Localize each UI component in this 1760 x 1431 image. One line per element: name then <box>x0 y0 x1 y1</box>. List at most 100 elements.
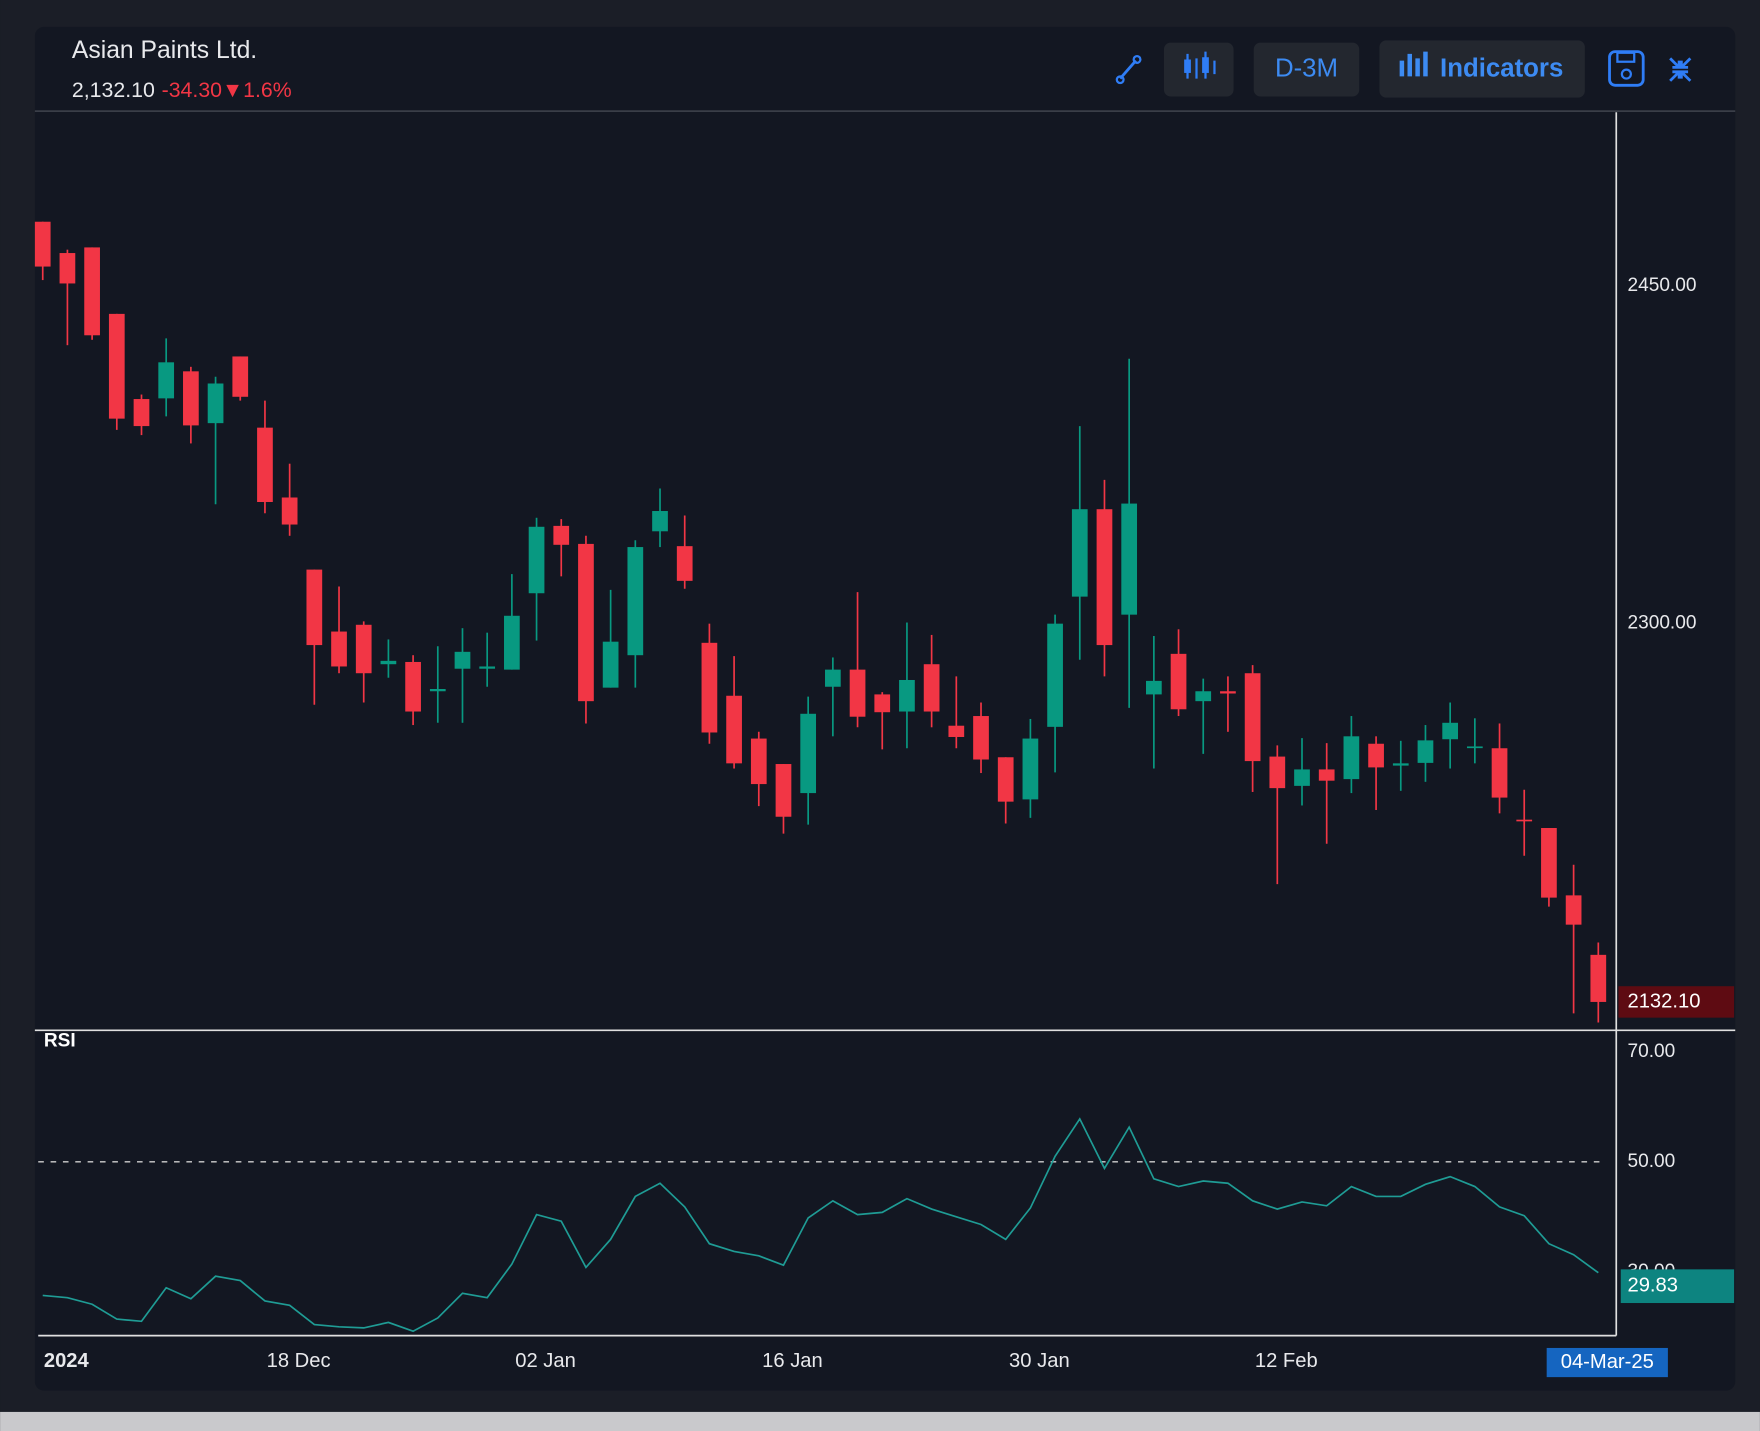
chart-title: Asian Paints Ltd. <box>72 37 257 64</box>
rsi-line <box>42 1117 1599 1333</box>
candle-body <box>627 547 644 656</box>
candle-body <box>355 624 372 674</box>
candle-body <box>405 661 421 712</box>
candle-body <box>997 757 1014 802</box>
candle-icon <box>1202 57 1209 73</box>
toolbar: D-3M Indicators <box>1115 40 1692 98</box>
candle-body <box>454 651 471 669</box>
plot <box>34 221 1607 1333</box>
last-price-box <box>1618 986 1735 1018</box>
candle-body <box>676 546 693 581</box>
price-line: 2,132.10 -34.30▼1.6% <box>72 78 292 102</box>
candle-body <box>1170 653 1187 710</box>
candle-body <box>281 497 298 525</box>
candle-body <box>1590 954 1607 1002</box>
candle-body <box>1047 623 1063 727</box>
candle-body <box>1269 756 1286 789</box>
y-tick-label: 50.00 <box>1627 1151 1675 1172</box>
candle-body <box>133 399 150 427</box>
save-button[interactable] <box>1608 50 1645 87</box>
candle-body <box>1096 509 1113 646</box>
candle-body <box>800 713 817 794</box>
x-tick-label: 04-Mar-25 <box>1561 1351 1654 1373</box>
collapse-button[interactable] <box>1669 57 1692 82</box>
candle-body <box>1466 746 1483 749</box>
candle-body <box>108 313 125 419</box>
bottom-strip <box>0 1411 1760 1431</box>
candle-body <box>1294 769 1310 786</box>
y-tick-label: 2300.00 <box>1627 613 1696 634</box>
candle-body <box>553 525 570 545</box>
candle-body <box>602 641 619 688</box>
candle-body <box>1368 743 1384 768</box>
x-tick-highlight <box>1546 1347 1668 1378</box>
candle-body <box>652 511 668 532</box>
candle-body <box>257 427 273 503</box>
candle-body <box>1145 680 1162 695</box>
x-tick-label: 02 Jan <box>515 1350 576 1372</box>
candle-body <box>701 642 718 733</box>
candle-body <box>528 526 545 594</box>
x-tick-label: 18 Dec <box>267 1350 331 1372</box>
candle-body <box>479 666 496 669</box>
save-icon <box>1620 68 1632 80</box>
candle-body <box>1516 819 1533 822</box>
candle-body <box>923 664 940 712</box>
x-tick-label: 2024 <box>44 1350 90 1372</box>
candle-body <box>899 679 915 712</box>
button-bg <box>1253 42 1360 97</box>
change-percent: ▼1.6% <box>222 78 292 102</box>
candle-body <box>1442 722 1459 740</box>
candle-body <box>1318 769 1335 781</box>
interval-button[interactable]: D-3M <box>1253 42 1360 97</box>
draw-icon-dot <box>1115 75 1125 85</box>
y-tick-label: 70.00 <box>1627 1041 1675 1062</box>
candle-body <box>1022 738 1039 800</box>
change: -34.30 <box>162 78 223 102</box>
candle-body <box>1491 748 1508 798</box>
candle-body <box>429 688 446 692</box>
indicators-icon <box>1399 51 1428 77</box>
candle-body <box>331 631 347 667</box>
candle-body <box>948 725 965 737</box>
x-tick-label: 30 Jan <box>1009 1350 1070 1372</box>
candle-body <box>1071 509 1088 597</box>
candle-body <box>1121 503 1138 615</box>
indicators-button[interactable]: Indicators <box>1379 40 1585 98</box>
candle-body <box>207 383 224 424</box>
candle-body <box>1195 691 1212 702</box>
candle-body <box>232 356 249 397</box>
candle-body <box>1565 895 1582 925</box>
candle-body <box>825 669 841 687</box>
button-bg <box>1379 40 1585 98</box>
candle-body <box>973 716 989 760</box>
candle-body <box>1244 673 1261 762</box>
x-tick-label: 16 Jan <box>762 1350 823 1372</box>
candle-body <box>504 615 520 670</box>
labels: 2450.00 2300.00 2024 18 Dec 02 Jan 16 Jan 30 J… <box>44 275 1735 1378</box>
draw-icon-dot <box>1132 54 1142 64</box>
candle-body <box>1417 740 1434 763</box>
last-value-label: 29.83 <box>1627 1275 1678 1297</box>
candle-body <box>874 694 891 713</box>
candle-body <box>158 362 175 399</box>
last-value-box <box>1620 1269 1735 1304</box>
draw-tool-button[interactable] <box>1115 54 1142 85</box>
candle-body <box>1220 691 1236 694</box>
rsi-title: RSI <box>44 1031 76 1052</box>
save-icon <box>1616 51 1636 63</box>
candle-body <box>1343 736 1360 780</box>
candle-body <box>726 695 742 764</box>
chart-type-button[interactable] <box>1163 42 1234 97</box>
candle-body <box>578 543 594 702</box>
button-bg <box>1163 42 1234 97</box>
collapse-icon <box>1669 57 1692 82</box>
last-price-label: 2132.10 <box>1627 990 1700 1012</box>
candle-body <box>34 221 51 267</box>
indicators-label: Indicators <box>1440 54 1563 82</box>
candle-body <box>750 738 767 785</box>
candle-body <box>775 764 792 817</box>
candle-body <box>59 253 76 284</box>
